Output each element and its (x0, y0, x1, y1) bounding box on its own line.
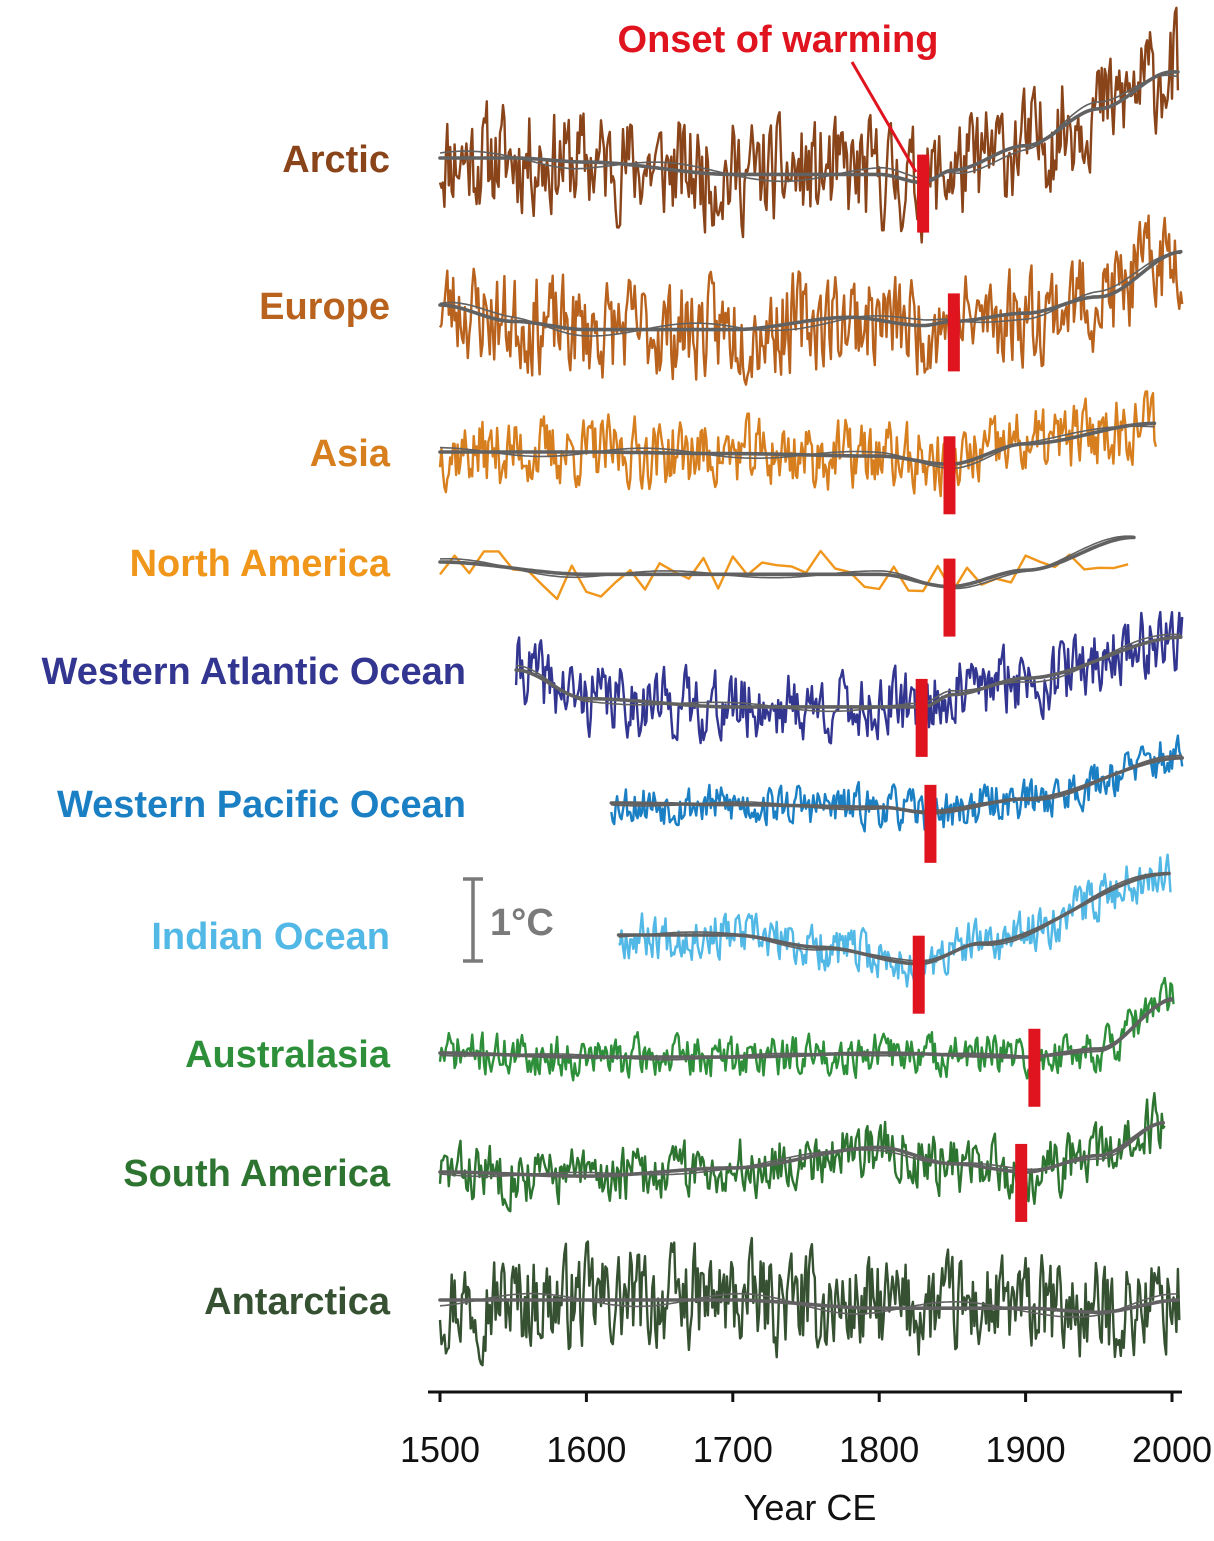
raw-line (438, 214, 1184, 386)
trend-line (438, 249, 1183, 332)
trend-line (609, 756, 1184, 815)
raw-line (618, 853, 1172, 988)
onset-annotation-title: Onset of warming (618, 19, 939, 61)
series-australasia (438, 976, 1175, 1107)
raw-line (438, 976, 1175, 1082)
onset-marker (943, 436, 956, 515)
region-label: Western Atlantic Ocean (42, 651, 466, 693)
raw-line (438, 390, 1158, 498)
region-label: North America (130, 543, 391, 585)
onset-marker (1015, 1143, 1028, 1222)
x-tick-label: 1600 (546, 1429, 626, 1470)
onset-marker (1028, 1028, 1041, 1107)
region-label: South America (123, 1153, 391, 1195)
region-label: Europe (259, 286, 390, 328)
trend-line (514, 635, 1183, 709)
region-label: Asia (310, 433, 391, 475)
series-western-pacific-ocean (609, 734, 1184, 863)
onset-marker (917, 154, 930, 233)
series-north-america (438, 535, 1136, 637)
series-asia (438, 390, 1158, 515)
x-tick-label: 1900 (986, 1429, 1066, 1470)
smoothed-line (516, 633, 1181, 713)
x-tick-label: 1700 (693, 1429, 773, 1470)
x-tick-label: 1500 (400, 1429, 480, 1470)
region-label: Antarctica (204, 1281, 391, 1323)
series-antarctica (438, 1236, 1181, 1367)
trend-line (438, 998, 1174, 1059)
trend-line (438, 421, 1157, 467)
smoothed-line (439, 1292, 1178, 1318)
region-label: Western Pacific Ocean (57, 784, 466, 826)
series-arctic (438, 6, 1180, 244)
x-tick-label: 2000 (1132, 1429, 1212, 1470)
series-indian-ocean (616, 853, 1172, 1014)
series-western-atlantic-ocean (514, 610, 1184, 757)
series-europe (438, 214, 1184, 386)
raw-line (610, 734, 1184, 833)
trend-line (438, 1121, 1165, 1178)
raw-line (438, 1236, 1181, 1367)
series-south-america (438, 1092, 1166, 1222)
trend-line (438, 70, 1180, 185)
onset-marker (915, 678, 928, 757)
trend-line (438, 1298, 1180, 1315)
onset-marker (924, 784, 937, 863)
smoothed-line (439, 535, 1134, 590)
raw-line (514, 610, 1184, 745)
raw-line (438, 1092, 1166, 1213)
raw-line (439, 549, 1129, 601)
onset-marker (912, 935, 925, 1014)
trend-line (438, 535, 1136, 589)
region-label: Indian Ocean (151, 916, 390, 958)
raw-line (438, 6, 1180, 244)
region-label: Arctic (282, 139, 390, 181)
onset-annotation-pointer (850, 61, 918, 173)
scale-bar-label: 1°C (490, 902, 554, 944)
onset-marker (947, 293, 960, 372)
region-label: Australasia (185, 1034, 391, 1076)
x-axis-title: Year CE (744, 1487, 877, 1528)
trend-line (616, 871, 1171, 966)
x-tick-label: 1800 (839, 1429, 919, 1470)
onset-marker (943, 558, 956, 637)
scale-bar (463, 877, 483, 963)
